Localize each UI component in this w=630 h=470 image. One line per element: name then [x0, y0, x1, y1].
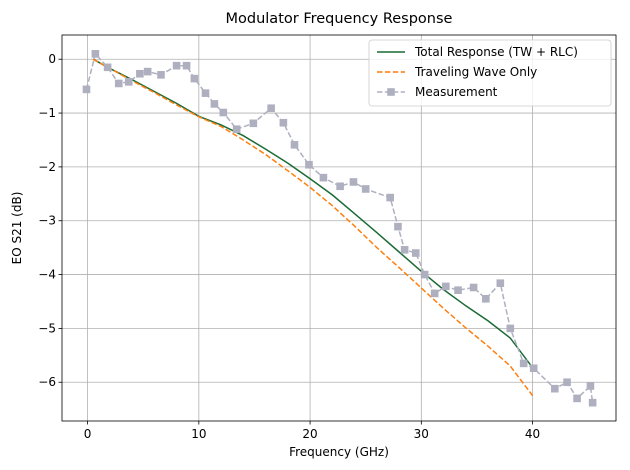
measurement-marker: [305, 160, 313, 169]
measurement-marker: [114, 79, 123, 88]
measurement-marker: [386, 193, 394, 202]
x-axis-label: Frequency (GHz): [289, 445, 389, 459]
measurement-marker: [588, 398, 597, 407]
measurement-marker: [290, 141, 299, 149]
x-tick-label: 40: [525, 427, 540, 441]
measurement-marker: [496, 279, 505, 287]
x-tick-label: 10: [191, 427, 206, 441]
measurement-marker: [210, 100, 219, 108]
measurement-marker: [441, 282, 450, 291]
measurement-marker: [361, 185, 370, 193]
measurement-marker: [190, 74, 199, 83]
measurement-marker: [172, 61, 181, 70]
x-tick-label: 0: [84, 427, 92, 441]
measurement-marker: [573, 394, 581, 403]
measurement-marker: [279, 118, 288, 127]
measurement-marker: [411, 249, 420, 257]
y-tick-label: −2: [38, 160, 56, 174]
measurement-marker: [232, 125, 241, 134]
y-axis-label: EO S21 (dB): [10, 192, 24, 265]
measurement-marker: [551, 384, 559, 393]
measurement-marker: [91, 50, 100, 58]
traveling-wave-only-line: [92, 58, 534, 397]
x-tick-label: 30: [414, 427, 429, 441]
measurement-marker: [420, 270, 429, 279]
measurement-marker: [82, 85, 91, 94]
y-tick-label: −6: [38, 375, 56, 389]
plot-frame: [61, 34, 617, 422]
measurement-marker: [349, 178, 358, 186]
y-tick-label: −4: [38, 268, 56, 282]
measurement-marker: [124, 78, 133, 86]
y-tick-label: −3: [38, 214, 56, 228]
y-tick-label: −5: [38, 321, 56, 335]
measurement-marker: [430, 289, 439, 298]
legend: Total Response (TW + RLC) Traveling Wave …: [368, 39, 612, 107]
y-tick-label: 0: [48, 52, 56, 66]
measurement-marker: [267, 104, 275, 113]
axis-ticks: 0 10 20 30 40 0 −1 −2 −3 −4 −5 −6: [38, 52, 540, 441]
legend-box: [368, 39, 612, 107]
plot-series: [82, 50, 597, 407]
measurement-marker: [103, 63, 112, 72]
measurement-marker: [400, 246, 409, 254]
measurement-marker: [201, 89, 210, 97]
measurement-marker: [182, 61, 191, 70]
measurement-marker: [482, 294, 490, 303]
measurement-marker: [319, 173, 328, 182]
measurement-marker: [563, 378, 571, 387]
y-tick-label: −1: [38, 106, 56, 120]
chart-title: Modulator Frequency Response: [226, 11, 453, 27]
total-response-tw-rlc-line: [92, 58, 534, 369]
measurement-marker: [157, 71, 165, 79]
measurement-marker: [249, 119, 258, 128]
measurement-marker: [219, 108, 228, 117]
legend-label: Traveling Wave Only: [414, 65, 537, 79]
measurement-marker: [469, 283, 478, 292]
legend-marker: [387, 88, 395, 96]
measurement-marker: [519, 359, 528, 368]
measurement-marker: [336, 182, 344, 191]
measurement-marker: [394, 222, 402, 231]
measurement-marker: [143, 67, 152, 76]
grid-lines: [62, 35, 616, 421]
measurement-marker: [586, 382, 595, 390]
legend-label: Total Response (TW + RLC): [414, 45, 578, 59]
measurement-marker: [136, 69, 144, 78]
measurement-marker: [454, 286, 462, 294]
measurement-marker: [506, 324, 515, 333]
measurement-marker: [529, 364, 538, 373]
x-tick-label: 20: [302, 427, 317, 441]
legend-label: Measurement: [415, 85, 498, 99]
